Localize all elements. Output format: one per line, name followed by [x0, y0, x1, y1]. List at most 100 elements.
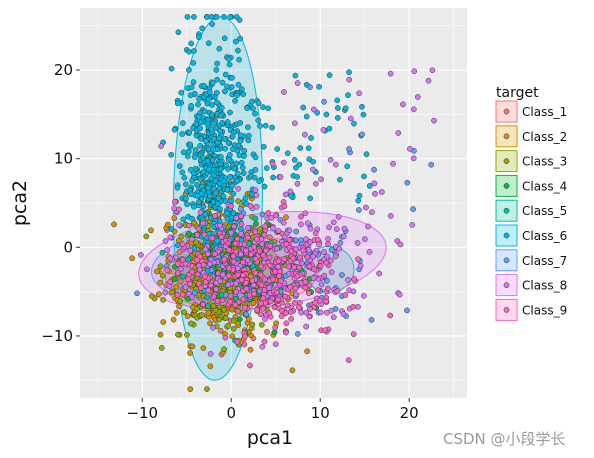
data-point-class-8	[138, 252, 144, 258]
data-point-class-8	[317, 309, 324, 316]
data-point-class-9	[176, 206, 182, 213]
data-point-class-9	[269, 161, 276, 167]
data-point-class-8	[378, 189, 385, 195]
data-point-class-5	[252, 215, 259, 222]
data-point-class-9	[345, 357, 352, 364]
data-point-class-2	[148, 227, 154, 234]
data-point-class-6	[197, 125, 203, 132]
data-point-class-9	[200, 301, 206, 308]
data-point-class-6	[224, 83, 230, 90]
data-point-class-8	[269, 225, 276, 231]
data-point-class-7	[428, 161, 435, 168]
data-point-class-9	[315, 287, 321, 294]
data-point-class-6	[240, 170, 247, 176]
data-point-class-6	[180, 149, 187, 156]
data-point-class-2	[160, 319, 167, 325]
data-point-class-9	[214, 298, 221, 304]
data-point-class-6	[221, 14, 227, 20]
data-point-class-6	[174, 242, 181, 249]
data-point-class-9	[261, 338, 268, 345]
data-point-class-2	[205, 309, 212, 316]
data-point-class-9	[296, 264, 303, 271]
data-point-class-8	[162, 238, 169, 244]
data-point-class-6	[205, 184, 211, 191]
data-point-class-6	[223, 210, 230, 217]
data-point-class-5	[179, 273, 186, 280]
data-point-class-6	[235, 142, 242, 149]
data-point-class-3	[178, 233, 185, 240]
data-point-class-8	[330, 314, 337, 321]
data-point-class-6	[197, 142, 203, 149]
data-point-class-6	[217, 166, 224, 173]
data-point-class-6	[363, 151, 370, 158]
data-point-class-6	[231, 165, 238, 172]
data-point-class-6	[241, 147, 248, 154]
data-point-class-9	[283, 241, 290, 247]
data-point-class-6	[220, 178, 227, 185]
data-point-class-9	[187, 280, 193, 287]
data-point-class-2	[154, 268, 160, 275]
data-point-class-7	[292, 237, 299, 244]
data-point-class-7	[208, 267, 215, 273]
data-point-class-8	[357, 262, 364, 269]
data-point-class-3	[235, 198, 242, 204]
data-point-class-6	[187, 166, 194, 173]
data-point-class-8	[325, 236, 331, 242]
data-point-class-7	[356, 207, 362, 213]
data-point-class-6	[252, 110, 258, 117]
data-point-class-9	[295, 304, 302, 311]
data-point-class-8	[282, 191, 289, 198]
x-tick-label: 10	[311, 404, 330, 422]
legend-item-class-6: Class_6	[495, 224, 567, 247]
data-point-class-6	[337, 176, 343, 183]
data-point-class-9	[260, 295, 267, 302]
data-point-class-3	[199, 312, 205, 318]
data-point-class-8	[362, 236, 368, 242]
data-point-class-9	[355, 256, 361, 263]
data-point-class-9	[251, 244, 257, 250]
data-point-class-8	[312, 180, 319, 187]
legend-item-class-1: Class_1	[495, 100, 567, 123]
data-point-class-6	[225, 140, 232, 146]
data-point-class-5	[159, 249, 166, 256]
legend-key-point	[503, 158, 510, 164]
data-point-class-9	[179, 241, 186, 248]
data-point-class-2	[283, 214, 289, 221]
data-point-class-9	[272, 324, 279, 331]
data-point-class-6	[187, 141, 194, 148]
data-point-class-9	[231, 223, 237, 230]
data-point-class-9	[252, 270, 259, 277]
data-point-class-6	[210, 172, 217, 179]
data-point-class-6	[260, 104, 266, 110]
data-point-class-6	[256, 178, 263, 185]
data-point-class-8	[326, 224, 332, 231]
data-point-class-9	[294, 273, 301, 280]
data-point-class-9	[304, 254, 311, 261]
legend-title: target	[496, 85, 539, 101]
data-point-class-9	[276, 273, 282, 279]
data-point-class-6	[188, 40, 195, 47]
data-point-class-6	[244, 105, 251, 112]
data-point-class-6	[180, 216, 187, 223]
y-tick-label: 0	[63, 238, 73, 256]
data-point-class-6	[226, 152, 233, 158]
data-point-class-8	[310, 166, 316, 173]
data-point-class-9	[194, 257, 201, 263]
legend-key-point	[503, 207, 510, 214]
data-point-class-9	[235, 308, 241, 315]
data-point-class-8	[213, 286, 220, 293]
data-point-class-3	[188, 320, 194, 327]
data-point-class-9	[247, 362, 253, 369]
data-point-class-6	[217, 112, 224, 119]
data-point-class-9	[314, 236, 321, 243]
data-point-class-3	[169, 289, 175, 296]
data-point-class-9	[254, 236, 260, 243]
legend-items: Class_1 Class_2 Class_3 Class_4 Class_5 Class…	[495, 100, 567, 321]
data-point-class-6	[257, 123, 263, 129]
data-point-class-9	[351, 276, 358, 282]
y-tick-label: −10	[41, 327, 73, 345]
legend-key-point	[503, 282, 510, 288]
data-point-class-9	[350, 331, 357, 337]
data-point-class-9	[244, 257, 251, 264]
data-point-class-8	[304, 220, 311, 227]
